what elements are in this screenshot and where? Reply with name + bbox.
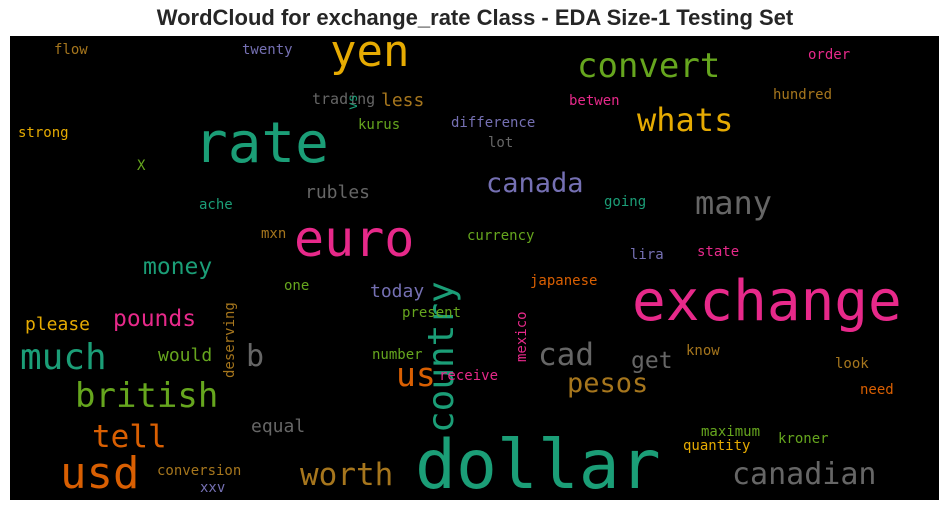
word-deserving: deserving: [222, 302, 238, 378]
word-order: order: [808, 47, 851, 63]
word-tell: tell: [92, 419, 167, 455]
word-mexico: mexico: [514, 311, 530, 362]
word-xxv: xxv: [200, 480, 226, 496]
word-please: please: [25, 314, 91, 335]
word-less: less: [381, 90, 425, 111]
word-going: going: [604, 194, 647, 210]
word-know: know: [686, 343, 720, 359]
word-difference: difference: [451, 115, 536, 131]
word-cad: cad: [538, 337, 594, 373]
word-need: need: [860, 382, 894, 398]
word-canada: canada: [486, 168, 584, 199]
word-get: get: [631, 348, 673, 374]
word-strong: strong: [18, 125, 69, 141]
word-hundred: hundred: [773, 87, 833, 103]
chart-title: WordCloud for exchange_rate Class - EDA …: [156, 5, 794, 30]
word-many: many: [695, 184, 773, 222]
word-trading: trading: [312, 90, 376, 108]
word-kurus: kurus: [358, 117, 401, 133]
word-money: money: [143, 254, 213, 280]
word-canadian: canadian: [732, 457, 877, 492]
word-whats: whats: [637, 101, 734, 139]
word-would: would: [158, 345, 213, 366]
word-worth: worth: [300, 457, 394, 493]
word-number: number: [372, 347, 423, 363]
word-flow: flow: [54, 42, 88, 58]
word-pounds: pounds: [113, 306, 197, 332]
word-rate: rate: [194, 111, 329, 176]
word-b: b: [246, 339, 265, 374]
word-pesos: pesos: [567, 368, 649, 399]
word-lot: lot: [488, 135, 514, 151]
word-kroner: kroner: [778, 431, 829, 447]
word-one: one: [284, 278, 310, 294]
word-maximum: maximum: [701, 424, 761, 440]
word-cloud-canvas: dollar exchange rate euro usd yen country much c…: [10, 36, 939, 500]
word-mxn: mxn: [261, 226, 287, 242]
word-state: state: [697, 244, 740, 260]
word-rubles: rubles: [305, 182, 371, 203]
word-betwen: betwen: [569, 93, 620, 109]
word-look: look: [835, 356, 869, 372]
word-dollar: dollar: [415, 426, 661, 500]
word-vs: vs: [346, 94, 361, 110]
word-much: much: [20, 337, 107, 378]
word-japanese: japanese: [530, 273, 598, 289]
word-british: british: [75, 376, 219, 416]
word-twenty: twenty: [242, 42, 293, 58]
word-currency: currency: [467, 228, 535, 244]
word-ache: ache: [199, 197, 233, 213]
word-exchange: exchange: [632, 269, 902, 334]
word-euro: euro: [294, 210, 415, 268]
word-present: present: [402, 305, 462, 321]
word-equal: equal: [251, 416, 306, 437]
word-quantity: quantity: [683, 438, 751, 454]
word-yen: yen: [330, 36, 410, 77]
word-conversion: conversion: [157, 463, 242, 479]
word-x: X: [137, 158, 146, 174]
word-receive: receive: [439, 368, 499, 384]
word-us: us: [396, 355, 436, 394]
word-usd: usd: [60, 448, 140, 499]
word-today: today: [370, 281, 425, 302]
word-convert: convert: [577, 46, 721, 86]
word-lira: lira: [630, 247, 664, 263]
